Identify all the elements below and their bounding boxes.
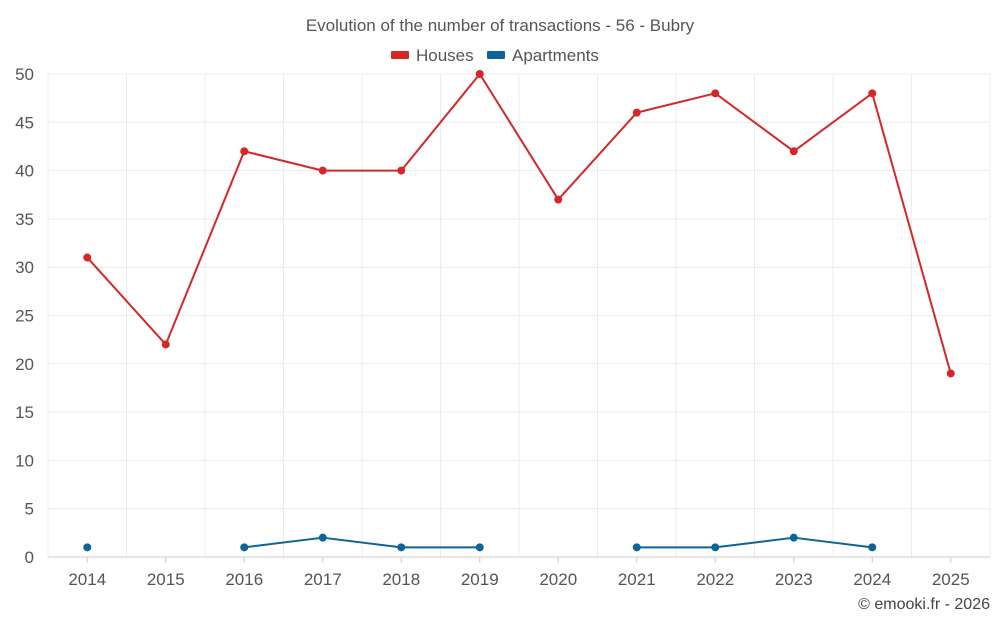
legend: Houses Apartments [391, 46, 599, 65]
series-line-apartments-1 [244, 536, 480, 549]
data-point-apartments-2016[interactable] [240, 543, 249, 552]
x-tick-label-2019: 2019 [461, 570, 499, 589]
data-point-apartments-2014[interactable] [83, 543, 92, 552]
y-tick-label-0: 0 [25, 548, 34, 567]
data-point-apartments-2022[interactable] [711, 543, 720, 552]
x-tick-label-2023: 2023 [775, 570, 813, 589]
series-line-houses-0 [86, 73, 952, 374]
credit-text: © emooki.fr - 2026 [858, 596, 990, 613]
series-apartments [83, 533, 877, 552]
y-tick-label-40: 40 [15, 162, 34, 181]
x-tick-label-2014: 2014 [68, 570, 106, 589]
data-point-houses-2019[interactable] [475, 70, 484, 78]
data-point-houses-2023[interactable] [789, 147, 798, 156]
grid [47, 73, 991, 557]
data-point-houses-2024[interactable] [868, 89, 877, 98]
y-tick-label-35: 35 [15, 210, 34, 229]
y-tick-label-45: 45 [15, 113, 34, 132]
legend-label-apartments: Apartments [512, 46, 599, 65]
data-point-apartments-2018[interactable] [397, 543, 406, 552]
data-point-houses-2014[interactable] [83, 253, 92, 262]
data-point-houses-2016[interactable] [240, 147, 249, 156]
data-point-houses-2021[interactable] [632, 108, 641, 117]
y-tick-label-50: 50 [15, 65, 34, 84]
y-tick-label-5: 5 [25, 500, 34, 519]
data-point-apartments-2017[interactable] [318, 533, 327, 542]
series [83, 70, 955, 552]
data-point-apartments-2023[interactable] [789, 533, 798, 542]
chart-title: Evolution of the number of transactions … [306, 16, 695, 35]
data-point-houses-2025[interactable] [946, 369, 955, 378]
data-point-houses-2018[interactable] [397, 166, 406, 175]
legend-label-houses: Houses [416, 46, 474, 65]
data-point-houses-2020[interactable] [554, 195, 563, 204]
data-point-houses-2017[interactable] [318, 166, 327, 175]
legend-item-apartments[interactable]: Apartments [487, 46, 599, 65]
x-tick-label-2025: 2025 [932, 570, 970, 589]
legend-swatch-houses [391, 51, 409, 59]
legend-swatch-apartments [487, 51, 505, 59]
data-point-apartments-2024[interactable] [868, 543, 877, 552]
series-line-apartments-2 [636, 536, 873, 549]
y-tick-label-20: 20 [15, 355, 34, 374]
x-tick-label-2020: 2020 [539, 570, 577, 589]
y-tick-label-15: 15 [15, 403, 34, 422]
series-houses [83, 70, 955, 378]
y-tick-label-30: 30 [15, 258, 34, 277]
x-tick-label-2015: 2015 [147, 570, 185, 589]
x-tick-label-2024: 2024 [853, 570, 891, 589]
y-tick-label-25: 25 [15, 307, 34, 326]
x-tick-label-2018: 2018 [382, 570, 420, 589]
data-point-houses-2015[interactable] [161, 340, 170, 349]
data-point-houses-2022[interactable] [711, 89, 720, 98]
y-tick-label-10: 10 [15, 451, 34, 470]
x-tick-label-2022: 2022 [696, 570, 734, 589]
data-point-apartments-2019[interactable] [475, 543, 484, 552]
x-tick-label-2021: 2021 [618, 570, 656, 589]
x-tick-label-2016: 2016 [225, 570, 263, 589]
x-tick-label-2017: 2017 [304, 570, 342, 589]
legend-item-houses[interactable]: Houses [391, 46, 474, 65]
data-point-apartments-2021[interactable] [632, 543, 641, 552]
